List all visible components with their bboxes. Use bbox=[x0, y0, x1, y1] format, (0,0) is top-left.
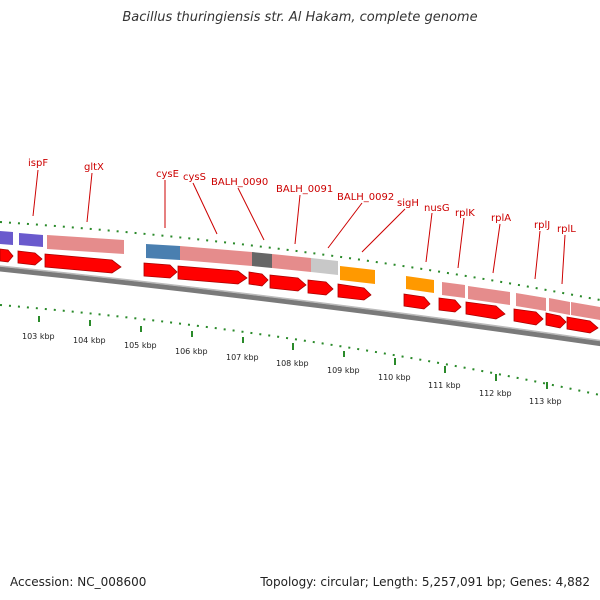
cds-arrow[interactable] bbox=[337, 283, 372, 301]
feature-box[interactable] bbox=[549, 298, 570, 315]
accession-text: Accession: NC_008600 bbox=[10, 575, 147, 589]
feature-box[interactable] bbox=[47, 235, 124, 254]
gene-label[interactable]: BALH_0092 bbox=[337, 192, 394, 203]
gene-label[interactable]: rplK bbox=[455, 208, 475, 219]
genome-backbone-highlight bbox=[0, 265, 600, 342]
kbp-label: 106 kbp bbox=[175, 347, 208, 356]
feature-lane bbox=[0, 231, 600, 320]
feature-box[interactable] bbox=[180, 246, 252, 266]
cds-arrow[interactable] bbox=[177, 265, 248, 285]
feature-box[interactable] bbox=[442, 282, 465, 298]
cds-arrow[interactable] bbox=[307, 279, 334, 296]
kbp-label: 110 kbp bbox=[378, 373, 411, 382]
feature-box[interactable] bbox=[146, 244, 180, 260]
cds-arrow[interactable] bbox=[566, 316, 599, 334]
gene-label[interactable]: rplJ bbox=[534, 220, 550, 231]
gene-label[interactable]: cysS bbox=[183, 172, 206, 183]
kbp-label: 107 kbp bbox=[226, 353, 259, 362]
cds-arrow[interactable] bbox=[0, 248, 14, 263]
cds-arrow[interactable] bbox=[545, 312, 567, 329]
cds-arrows bbox=[0, 248, 599, 334]
cds-arrow[interactable] bbox=[403, 293, 431, 310]
feature-box[interactable] bbox=[311, 258, 338, 275]
tick-row-bottom bbox=[0, 304, 600, 396]
cds-arrow[interactable] bbox=[269, 274, 307, 292]
feature-box[interactable] bbox=[340, 266, 375, 284]
cds-arrow[interactable] bbox=[143, 262, 178, 279]
map-title: Bacillus thuringiensis str. Al Hakam, co… bbox=[122, 10, 478, 25]
feature-box[interactable] bbox=[19, 233, 43, 247]
gene-label[interactable]: gltX bbox=[84, 162, 104, 173]
feature-box[interactable] bbox=[516, 293, 546, 311]
kbp-label: 105 kbp bbox=[124, 341, 157, 350]
kbp-label: 112 kbp bbox=[479, 389, 512, 398]
kbp-label: 109 kbp bbox=[327, 366, 360, 375]
kbp-label: 103 kbp bbox=[22, 332, 55, 341]
gene-label[interactable]: sigH bbox=[397, 198, 419, 209]
gene-label[interactable]: BALH_0091 bbox=[276, 184, 333, 195]
gene-label[interactable]: cysE bbox=[156, 169, 179, 180]
feature-box[interactable] bbox=[468, 286, 510, 305]
kbp-label: 111 kbp bbox=[428, 381, 461, 390]
cds-arrow[interactable] bbox=[248, 271, 269, 287]
feature-box[interactable] bbox=[252, 252, 272, 268]
feature-box[interactable] bbox=[406, 276, 434, 293]
gene-label[interactable]: rplA bbox=[491, 213, 511, 224]
genome-backbone bbox=[0, 266, 600, 347]
gene-label[interactable]: BALH_0090 bbox=[211, 177, 268, 188]
genome-summary-text: Topology: circular; Length: 5,257,091 bp… bbox=[260, 575, 590, 589]
feature-box[interactable] bbox=[0, 231, 13, 245]
gene-label[interactable]: rplL bbox=[557, 224, 576, 235]
label-leaders bbox=[32, 169, 566, 285]
feature-box[interactable] bbox=[571, 302, 600, 320]
kbp-label: 108 kbp bbox=[276, 359, 309, 368]
cds-arrow[interactable] bbox=[513, 308, 544, 326]
major-ticks bbox=[38, 316, 548, 389]
cds-arrow[interactable] bbox=[438, 297, 462, 313]
cds-arrow[interactable] bbox=[44, 253, 122, 274]
kbp-label: 104 kbp bbox=[73, 336, 106, 345]
kbp-label: 113 kbp bbox=[529, 397, 562, 406]
cds-arrow[interactable] bbox=[17, 250, 43, 266]
gene-label[interactable]: nusG bbox=[424, 203, 450, 214]
feature-box[interactable] bbox=[272, 254, 311, 272]
gene-label[interactable]: ispF bbox=[28, 158, 48, 169]
cds-arrow[interactable] bbox=[465, 301, 506, 320]
